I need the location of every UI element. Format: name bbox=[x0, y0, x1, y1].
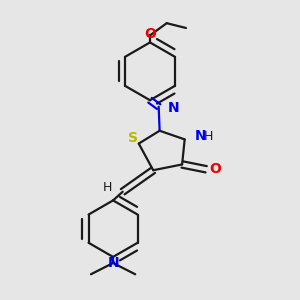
Text: O: O bbox=[144, 27, 156, 41]
Text: H: H bbox=[203, 130, 213, 143]
Text: H: H bbox=[103, 181, 112, 194]
Text: N: N bbox=[107, 256, 119, 270]
Text: N: N bbox=[168, 101, 179, 115]
Text: S: S bbox=[128, 131, 138, 145]
Text: O: O bbox=[209, 162, 221, 176]
Text: N: N bbox=[194, 129, 206, 143]
